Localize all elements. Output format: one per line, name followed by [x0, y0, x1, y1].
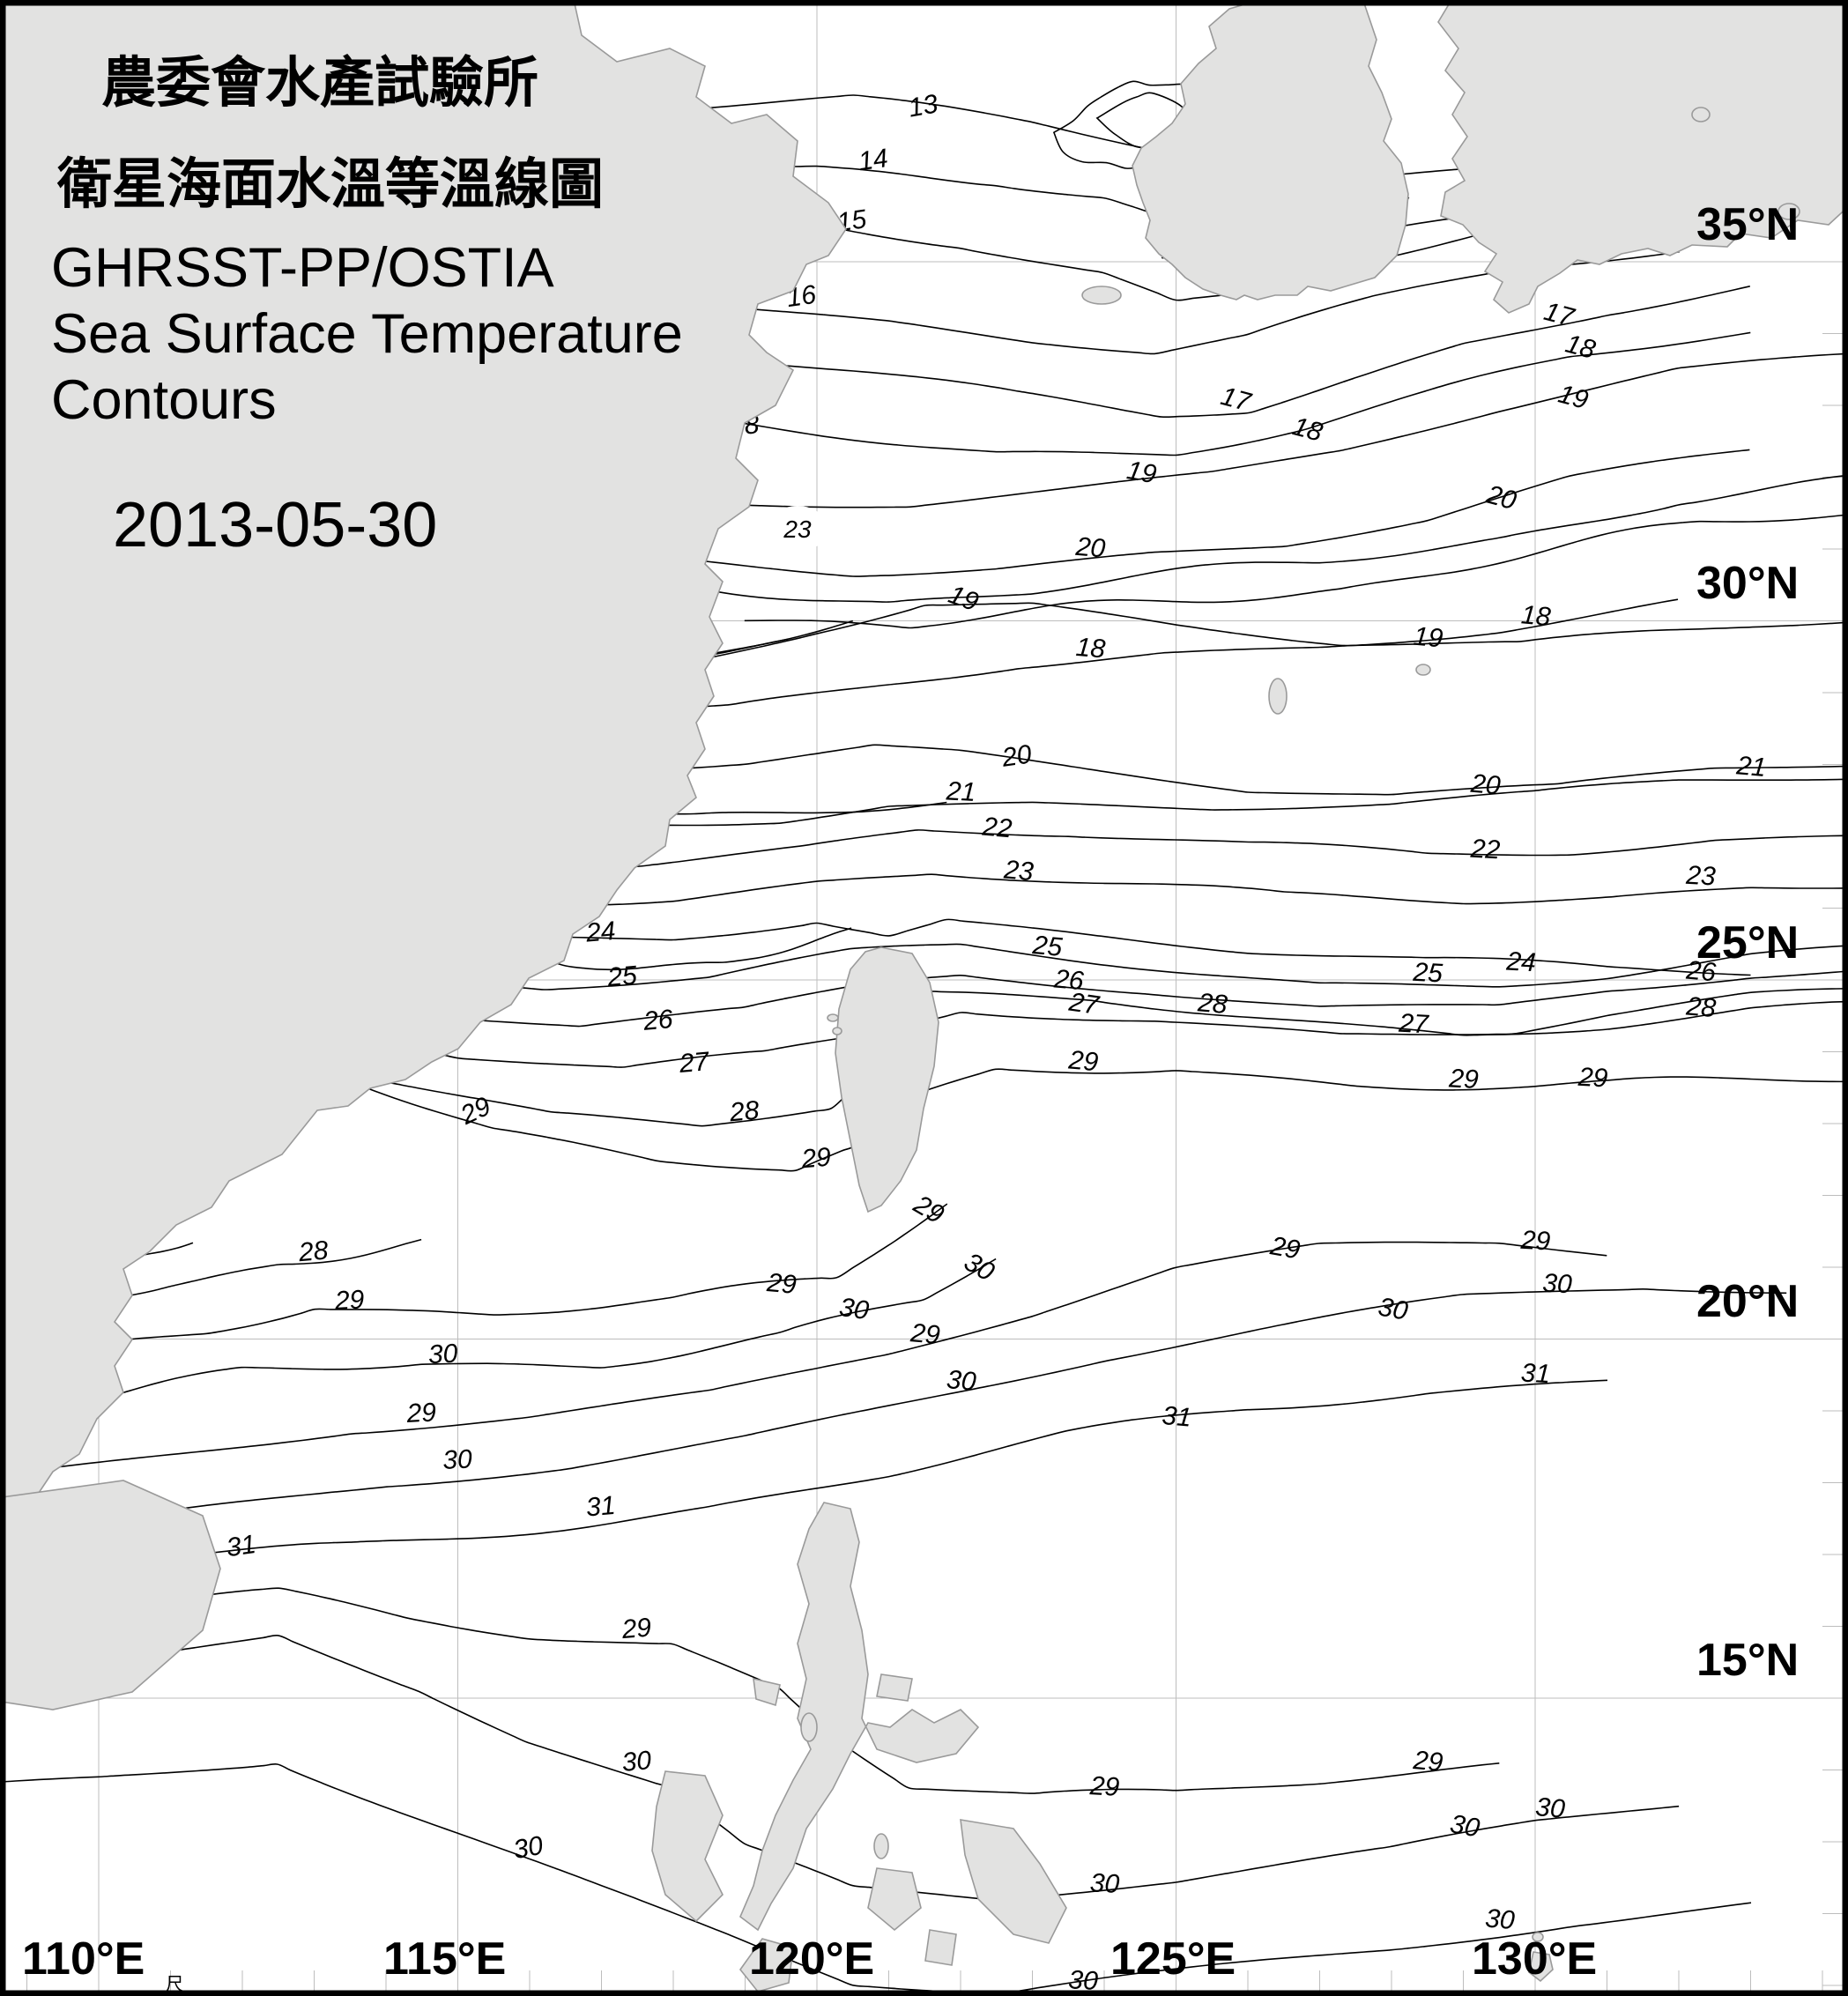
svg-text:31: 31: [225, 1530, 258, 1562]
svg-text:20°N: 20°N: [1696, 1276, 1799, 1327]
svg-text:31: 31: [585, 1491, 617, 1523]
svg-text:27: 27: [678, 1047, 711, 1079]
svg-text:30: 30: [1376, 1292, 1410, 1325]
svg-text:Contours: Contours: [51, 369, 277, 431]
svg-text:30: 30: [511, 1831, 545, 1865]
svg-text:31: 31: [1161, 1401, 1192, 1433]
svg-text:23: 23: [783, 516, 812, 543]
svg-text:Sea Surface Temperature: Sea Surface Temperature: [51, 303, 683, 365]
svg-text:21: 21: [1734, 751, 1767, 783]
svg-text:27: 27: [1066, 987, 1102, 1020]
svg-text:30: 30: [442, 1444, 472, 1475]
svg-text:22: 22: [1469, 835, 1501, 865]
svg-text:24: 24: [1505, 947, 1537, 978]
svg-text:29: 29: [405, 1398, 437, 1428]
svg-text:13: 13: [906, 89, 940, 122]
svg-text:27: 27: [1397, 1009, 1429, 1040]
svg-text:115°E: 115°E: [383, 1933, 506, 1985]
svg-text:23: 23: [1002, 855, 1035, 887]
svg-text:22: 22: [981, 812, 1013, 844]
svg-text:30: 30: [1541, 1269, 1572, 1300]
svg-text:26: 26: [642, 1005, 674, 1036]
svg-text:30: 30: [946, 1365, 977, 1397]
svg-text:30: 30: [427, 1339, 458, 1370]
svg-text:農委會水產試驗所: 農委會水產試驗所: [101, 53, 538, 114]
svg-text:29: 29: [1267, 1231, 1303, 1265]
svg-text:19: 19: [1413, 622, 1444, 654]
svg-text:29: 29: [1519, 1226, 1551, 1257]
svg-text:35°N: 35°N: [1696, 199, 1799, 250]
svg-text:25: 25: [1031, 931, 1064, 962]
svg-text:29: 29: [1577, 1063, 1608, 1094]
svg-text:30: 30: [1484, 1903, 1516, 1935]
svg-text:23: 23: [1684, 861, 1716, 892]
svg-text:29: 29: [620, 1613, 652, 1644]
svg-text:14: 14: [857, 144, 890, 176]
svg-text:29: 29: [1066, 1045, 1099, 1077]
svg-text:29: 29: [1088, 1771, 1120, 1802]
svg-text:120°E: 120°E: [749, 1933, 874, 1985]
svg-text:20: 20: [1469, 769, 1502, 801]
svg-text:25°N: 25°N: [1696, 917, 1799, 968]
svg-text:20: 20: [999, 739, 1034, 773]
svg-text:29: 29: [909, 1318, 941, 1350]
svg-text:18: 18: [1074, 633, 1106, 664]
svg-text:30: 30: [837, 1293, 871, 1325]
svg-text:29: 29: [765, 1268, 798, 1300]
svg-text:31: 31: [1520, 1359, 1551, 1390]
svg-text:30: 30: [1534, 1792, 1566, 1824]
svg-text:30: 30: [1448, 1809, 1482, 1843]
svg-text:110°E: 110°E: [22, 1933, 145, 1985]
svg-text:衛星海面水溫等溫線圖: 衛星海面水溫等溫線圖: [56, 154, 604, 215]
svg-text:28: 28: [1684, 991, 1717, 1023]
svg-text:25: 25: [1412, 958, 1444, 989]
svg-text:19: 19: [1124, 456, 1159, 489]
svg-text:25: 25: [605, 961, 638, 992]
svg-text:15°N: 15°N: [1696, 1635, 1799, 1686]
svg-text:GHRSST-PP/OSTIA: GHRSST-PP/OSTIA: [51, 237, 554, 299]
svg-text:29: 29: [799, 1143, 832, 1175]
svg-text:130°E: 130°E: [1472, 1933, 1597, 1985]
svg-text:29: 29: [1447, 1064, 1479, 1094]
svg-text:30: 30: [1089, 1868, 1120, 1899]
svg-text:2013-05-30: 2013-05-30: [113, 490, 437, 560]
svg-text:30: 30: [620, 1746, 652, 1777]
svg-text:21: 21: [945, 776, 976, 807]
svg-text:18: 18: [1520, 600, 1552, 632]
svg-text:20: 20: [1073, 532, 1106, 564]
svg-text:125°E: 125°E: [1110, 1933, 1236, 1985]
svg-text:29: 29: [333, 1285, 365, 1316]
svg-text:28: 28: [728, 1096, 761, 1128]
svg-text:28: 28: [1196, 988, 1228, 1020]
svg-text:30°N: 30°N: [1696, 558, 1799, 609]
svg-text:29: 29: [1412, 1746, 1444, 1777]
svg-text:28: 28: [297, 1235, 330, 1267]
